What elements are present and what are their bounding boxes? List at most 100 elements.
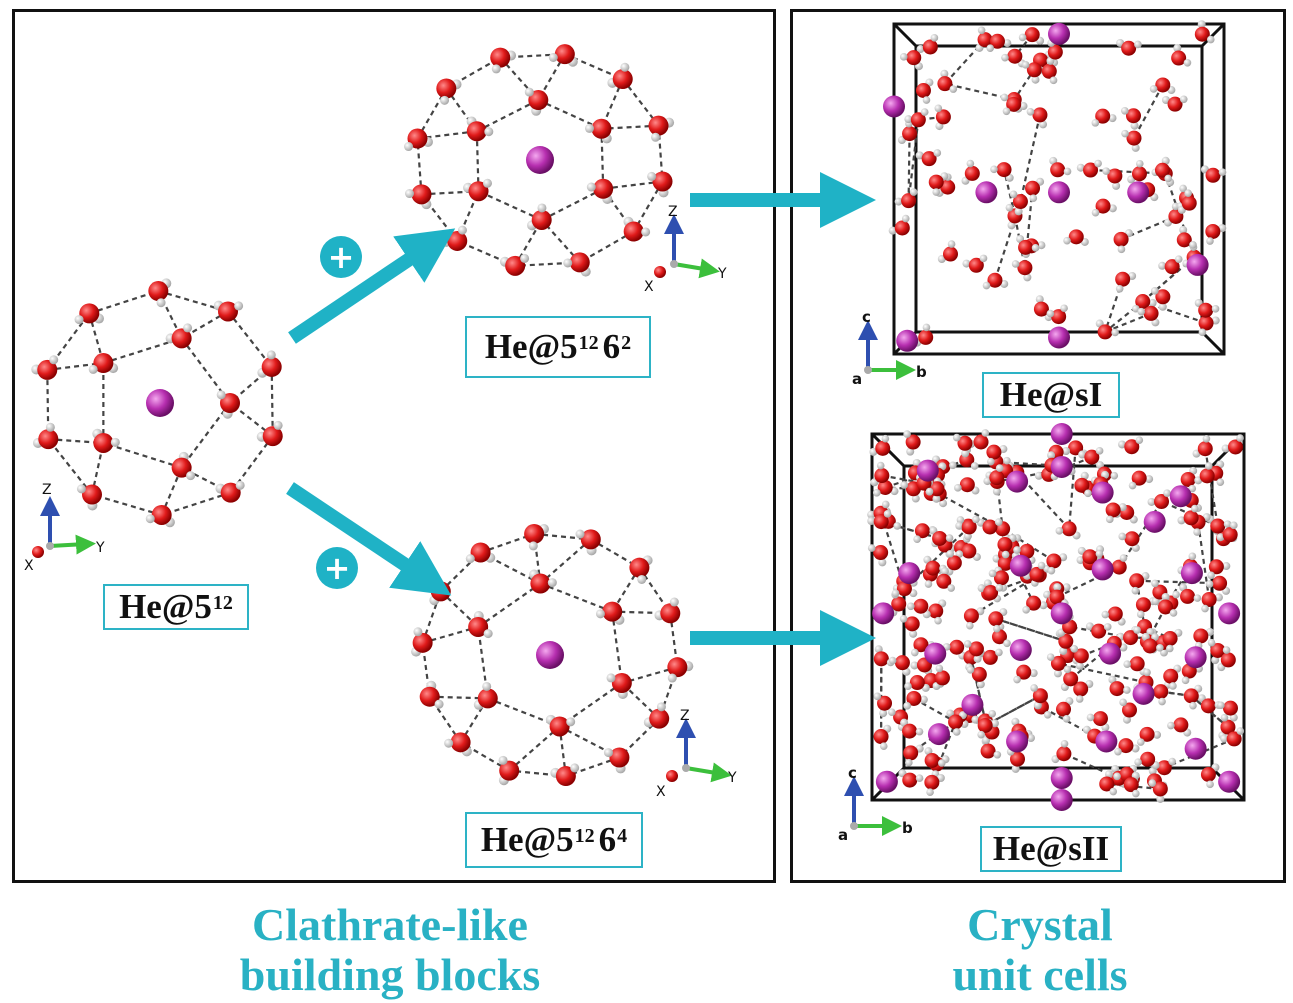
hydrogen-atom (1115, 284, 1124, 293)
hydrogen-atom (1133, 626, 1141, 634)
oxygen-atom (490, 47, 511, 68)
hydrogen-atom (907, 602, 915, 611)
hydrogen-atom (867, 510, 876, 519)
helium-atom (526, 146, 554, 174)
hydrogen-atom (1011, 764, 1020, 773)
hydrogen-atom (563, 258, 573, 268)
oxygen-atom (1109, 681, 1125, 697)
hydrogen-bond (1204, 448, 1219, 527)
hydrogen-atom (1123, 660, 1131, 669)
oxygen-atom (1210, 642, 1226, 658)
caption-building-blocks: Clathrate-like building blocks (150, 900, 630, 1000)
oxygen-atom (38, 429, 59, 450)
hydrogen-atom (995, 464, 1004, 472)
hydrogen-atom (1029, 194, 1038, 203)
hydrogen-bond (1133, 84, 1164, 139)
oxygen-atom (1162, 631, 1178, 647)
hydrogen-atom (88, 364, 98, 374)
hydrogen-atom (879, 709, 888, 718)
hydrogen-atom (1223, 520, 1232, 528)
plus-symbol-top: + (328, 238, 355, 276)
oxygen-atom (407, 128, 428, 149)
oxygen-atom (1163, 668, 1179, 684)
hydrogen-atom (1222, 646, 1231, 654)
hydrogen-atom (1029, 669, 1038, 678)
hydrogen-atom (1059, 646, 1068, 655)
hydrogen-atom (945, 534, 954, 542)
hydrogen-bond (539, 582, 613, 613)
hydrogen-atom (873, 692, 882, 701)
oxygen-atom (1171, 50, 1187, 66)
oxygen-atom (977, 32, 993, 48)
oxygen-atom (910, 112, 926, 128)
hydrogen-atom (1039, 120, 1048, 129)
oxygen-atom (1180, 588, 1196, 604)
hydrogen-atom (940, 69, 949, 78)
hydrogen-atom (1055, 527, 1064, 535)
hydrogen-atom (1221, 444, 1230, 453)
helium-atom (146, 389, 174, 417)
hydrogen-atom (1031, 75, 1040, 84)
oxygen-atom (1049, 589, 1065, 605)
hydrogen-atom (1206, 237, 1214, 245)
oxygen-atom (1176, 232, 1192, 248)
oxygen-atom (412, 632, 433, 653)
hydrogen-atom (999, 445, 1008, 454)
helium-atom (1048, 326, 1070, 349)
oxygen-atom (1126, 130, 1142, 146)
oxygen-atom (1156, 760, 1172, 776)
hydrogen-atom (1131, 744, 1140, 753)
hydrogen-atom (1136, 738, 1145, 746)
oxygen-atom (875, 440, 891, 456)
oxygen-atom (1056, 701, 1072, 717)
oxygen-atom (1131, 166, 1147, 182)
oxygen-atom (989, 33, 1005, 49)
hydrogen-atom (909, 188, 918, 196)
hydrogen-atom (110, 437, 120, 447)
hydrogen-atom (894, 197, 903, 206)
oxygen-atom (874, 468, 890, 484)
hydrogen-atom (1158, 261, 1167, 270)
oxygen-atom (1029, 566, 1045, 582)
hydrogen-atom (1131, 143, 1140, 152)
hydrogen-bond (579, 230, 635, 264)
hydrogen-atom (915, 151, 924, 160)
oxygen-atom (921, 151, 937, 167)
arrow-to-5-12-6-4 (286, 482, 452, 596)
hydrogen-atom (1023, 273, 1032, 282)
oxygen-atom (218, 301, 239, 322)
oxygen-atom (612, 69, 633, 90)
hydrogen-atom (484, 127, 494, 137)
hydrogen-atom (1188, 484, 1197, 493)
hydrogen-atom (1031, 244, 1040, 252)
hydrogen-atom (1206, 35, 1215, 44)
hydrogen-bond (1068, 447, 1077, 529)
hydrogen-atom (584, 123, 594, 133)
oxygen-atom (973, 434, 989, 450)
oxygen-atom (1129, 656, 1145, 672)
oxygen-atom (1208, 559, 1224, 575)
hydrogen-atom (457, 225, 467, 235)
oxygen-atom (914, 523, 930, 539)
he-5-12-cage-structure (31, 278, 283, 528)
hydrogen-atom (528, 541, 538, 551)
oxygen-atom (591, 118, 612, 139)
hydrogen-atom (1063, 665, 1072, 674)
oxygen-atom (1050, 655, 1066, 671)
oxygen-atom (988, 611, 1004, 627)
oxygen-atom (1124, 439, 1140, 455)
oxygen-atom (959, 477, 975, 493)
hydrogen-atom (874, 645, 883, 654)
hydrogen-bond (1013, 59, 1042, 101)
caption-line-2: unit cells (952, 949, 1128, 1000)
hydrogen-atom (922, 96, 931, 104)
hydrogen-atom (1132, 789, 1140, 798)
hydrogen-atom (1220, 734, 1229, 743)
hydrogen-atom (906, 447, 915, 456)
hydrogen-atom (1011, 717, 1020, 726)
hydrogen-atom (482, 178, 492, 188)
helium-atom (1218, 770, 1241, 793)
hydrogen-atom (876, 461, 885, 470)
hydrogen-atom (156, 298, 166, 308)
helium-atom (1091, 558, 1114, 581)
